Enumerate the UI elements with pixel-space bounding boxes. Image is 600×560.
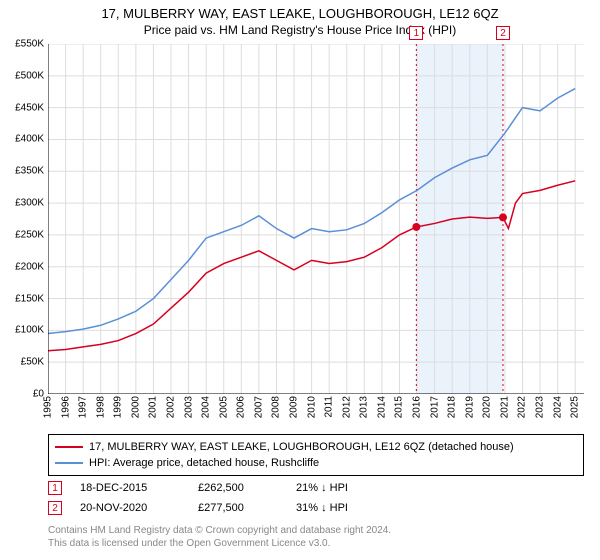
x-tick-label: 2016	[412, 396, 423, 418]
x-tick-label: 2021	[499, 396, 510, 418]
x-tick-label: 2020	[482, 396, 493, 418]
sales-row-2: 2 20-NOV-2020 £277,500 31% ↓ HPI	[48, 498, 584, 518]
y-tick-label: £150K	[4, 293, 44, 304]
legend-box: 17, MULBERRY WAY, EAST LEAKE, LOUGHBOROU…	[48, 434, 584, 476]
sales-marker-num-1: 1	[48, 481, 62, 495]
y-tick-label: £400K	[4, 134, 44, 145]
x-tick-label: 1997	[78, 396, 89, 418]
x-tick-label: 1995	[43, 396, 54, 418]
x-tick-label: 1998	[95, 396, 106, 418]
x-tick-label: 2002	[166, 396, 177, 418]
chart-svg	[48, 44, 584, 394]
y-tick-label: £300K	[4, 198, 44, 209]
x-tick-label: 2022	[517, 396, 528, 418]
sales-date-1: 18-DEC-2015	[80, 482, 180, 494]
sale-marker-box: 2	[496, 26, 510, 40]
x-tick-label: 1999	[113, 396, 124, 418]
y-tick-label: £550K	[4, 39, 44, 50]
chart-container: 17, MULBERRY WAY, EAST LEAKE, LOUGHBOROU…	[0, 0, 600, 560]
legend-label-hpi: HPI: Average price, detached house, Rush…	[89, 457, 319, 469]
footer-line2: This data is licensed under the Open Gov…	[48, 537, 391, 550]
x-tick-label: 2013	[359, 396, 370, 418]
sales-price-2: £277,500	[198, 502, 278, 514]
y-tick-label: £200K	[4, 261, 44, 272]
footer-line1: Contains HM Land Registry data © Crown c…	[48, 524, 391, 537]
x-tick-label: 2025	[570, 396, 581, 418]
x-tick-label: 2023	[535, 396, 546, 418]
sales-price-1: £262,500	[198, 482, 278, 494]
x-tick-label: 2018	[447, 396, 458, 418]
legend-label-property: 17, MULBERRY WAY, EAST LEAKE, LOUGHBOROU…	[89, 441, 514, 453]
x-tick-label: 2008	[271, 396, 282, 418]
x-tick-label: 2001	[148, 396, 159, 418]
x-tick-label: 2011	[324, 396, 335, 418]
x-tick-label: 2000	[130, 396, 141, 418]
x-tick-label: 2004	[201, 396, 212, 418]
x-tick-label: 2024	[552, 396, 563, 418]
sales-delta-1: 21% ↓ HPI	[296, 482, 396, 494]
chart-subtitle: Price paid vs. HM Land Registry's House …	[0, 23, 600, 37]
sales-table: 1 18-DEC-2015 £262,500 21% ↓ HPI 2 20-NO…	[48, 478, 584, 518]
x-tick-label: 1996	[60, 396, 71, 418]
x-tick-label: 2006	[236, 396, 247, 418]
x-tick-label: 2007	[253, 396, 264, 418]
x-tick-label: 2009	[289, 396, 300, 418]
y-tick-label: £0	[4, 389, 44, 400]
chart-title-address: 17, MULBERRY WAY, EAST LEAKE, LOUGHBOROU…	[0, 6, 600, 21]
y-tick-label: £450K	[4, 102, 44, 113]
x-tick-label: 2014	[376, 396, 387, 418]
sales-marker-num-2: 2	[48, 501, 62, 515]
y-tick-label: £100K	[4, 325, 44, 336]
y-tick-label: £250K	[4, 229, 44, 240]
x-tick-label: 2017	[429, 396, 440, 418]
x-tick-label: 2019	[464, 396, 475, 418]
legend-row-property: 17, MULBERRY WAY, EAST LEAKE, LOUGHBOROU…	[55, 439, 577, 455]
legend-row-hpi: HPI: Average price, detached house, Rush…	[55, 455, 577, 471]
footer-attribution: Contains HM Land Registry data © Crown c…	[48, 524, 391, 550]
y-tick-label: £350K	[4, 166, 44, 177]
sales-delta-2: 31% ↓ HPI	[296, 502, 396, 514]
title-block: 17, MULBERRY WAY, EAST LEAKE, LOUGHBOROU…	[0, 0, 600, 37]
x-tick-label: 2010	[306, 396, 317, 418]
sale-marker-box: 1	[409, 26, 423, 40]
chart-plot-area: £0£50K£100K£150K£200K£250K£300K£350K£400…	[48, 44, 584, 394]
y-tick-label: £50K	[4, 357, 44, 368]
legend-swatch-hpi	[55, 462, 83, 464]
x-tick-label: 2003	[183, 396, 194, 418]
y-tick-label: £500K	[4, 70, 44, 81]
x-tick-label: 2015	[394, 396, 405, 418]
x-tick-label: 2012	[341, 396, 352, 418]
sales-date-2: 20-NOV-2020	[80, 502, 180, 514]
x-tick-label: 2005	[218, 396, 229, 418]
legend-swatch-property	[55, 446, 83, 448]
sales-row-1: 1 18-DEC-2015 £262,500 21% ↓ HPI	[48, 478, 584, 498]
